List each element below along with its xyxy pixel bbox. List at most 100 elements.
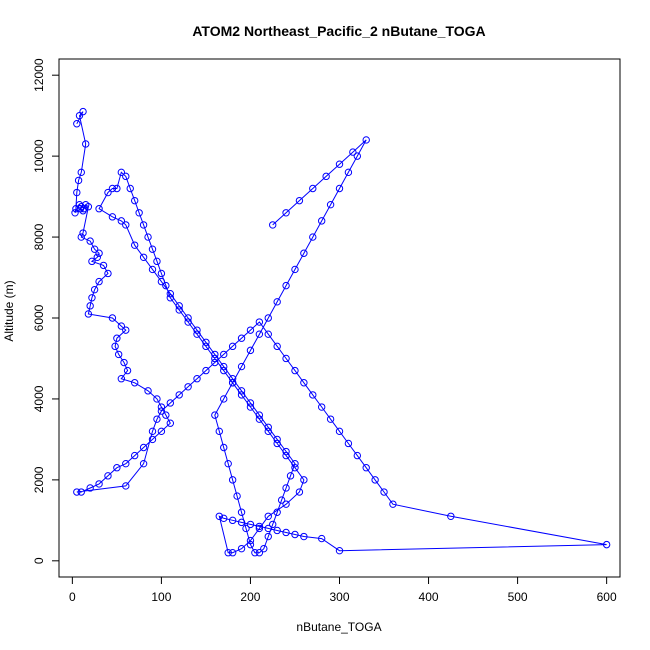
data-point	[282, 528, 290, 537]
data-point	[309, 391, 317, 399]
data-point	[264, 512, 272, 520]
data-point	[291, 265, 299, 274]
data-point	[380, 488, 388, 496]
data-point	[202, 366, 210, 375]
y-tick-label: 6000	[32, 304, 46, 331]
data-point	[139, 443, 148, 452]
data-point	[193, 330, 201, 338]
data-point	[309, 233, 317, 241]
data-point	[82, 140, 90, 148]
data-point	[255, 549, 264, 557]
data-point	[157, 403, 166, 411]
data-point	[282, 209, 290, 217]
data-point	[84, 310, 93, 318]
data-point	[233, 492, 241, 500]
data-point	[228, 516, 237, 525]
data-point	[317, 534, 326, 543]
data-point	[88, 294, 96, 302]
data-point	[162, 411, 170, 419]
data-point	[220, 366, 228, 375]
data-point	[282, 500, 290, 508]
data-point	[126, 184, 134, 193]
x-tick-label: 0	[69, 590, 76, 604]
series-line	[74, 111, 607, 554]
data-point	[95, 205, 103, 213]
data-point	[202, 338, 210, 346]
data-point	[95, 249, 103, 257]
data-point	[104, 472, 112, 480]
data-point	[255, 318, 264, 326]
data-point	[237, 334, 246, 342]
data-point	[220, 395, 228, 403]
chart-title: ATOM2 Northeast_Pacific_2 nButane_TOGA	[192, 23, 485, 39]
x-tick-label: 200	[240, 590, 260, 604]
data-point	[362, 464, 370, 472]
data-point	[139, 253, 148, 261]
data-point	[291, 366, 299, 375]
data-point	[77, 233, 85, 241]
data-point	[215, 427, 223, 436]
data-point	[88, 257, 96, 266]
data-point	[371, 476, 379, 484]
data-point	[224, 459, 232, 468]
data-point	[122, 482, 130, 490]
data-point	[246, 520, 255, 529]
data-point	[77, 168, 85, 177]
data-point	[211, 350, 219, 359]
data-point	[184, 383, 192, 391]
data-series	[71, 107, 611, 557]
data-point	[255, 411, 264, 419]
data-point	[157, 269, 166, 278]
data-point	[202, 342, 210, 351]
data-point	[117, 168, 126, 177]
data-point	[264, 532, 272, 541]
data-point	[123, 366, 132, 375]
data-point	[130, 379, 139, 387]
data-point	[117, 375, 126, 383]
data-point	[255, 330, 264, 338]
data-point	[86, 302, 94, 310]
data-point	[175, 306, 183, 314]
data-point	[90, 245, 99, 253]
y-tick-label: 10000	[32, 139, 46, 173]
data-point	[282, 281, 290, 290]
data-point	[211, 354, 219, 363]
data-point	[317, 403, 326, 411]
data-point	[220, 350, 228, 359]
data-point	[349, 148, 357, 156]
data-point	[246, 346, 255, 355]
y-axis: 0 2000 4000 6000 8000 10000 12000	[32, 58, 60, 564]
data-point	[148, 245, 157, 253]
data-point	[144, 233, 152, 241]
data-point	[117, 217, 126, 225]
data-point	[135, 209, 143, 217]
data-point	[74, 176, 83, 185]
data-point	[122, 221, 130, 229]
data-point	[108, 314, 117, 322]
y-tick-label: 2000	[32, 466, 46, 493]
data-point	[95, 480, 103, 488]
data-point	[260, 544, 268, 553]
data-point	[215, 512, 223, 520]
data-point	[282, 447, 290, 456]
data-point	[264, 314, 272, 322]
data-point	[104, 188, 112, 197]
data-point	[166, 290, 175, 298]
data-point	[273, 508, 281, 516]
data-point	[130, 451, 139, 460]
data-point	[362, 136, 370, 144]
data-point	[264, 524, 272, 533]
data-point	[93, 253, 101, 261]
data-point	[193, 326, 201, 334]
data-point	[117, 322, 126, 330]
data-point	[335, 546, 344, 555]
data-point	[175, 302, 183, 310]
data-point	[120, 358, 128, 367]
data-point	[291, 464, 299, 472]
data-point	[193, 375, 201, 383]
x-tick-label: 600	[597, 590, 617, 604]
data-point	[237, 362, 246, 371]
data-point	[111, 342, 119, 351]
data-point	[73, 188, 81, 197]
data-point	[220, 362, 228, 371]
